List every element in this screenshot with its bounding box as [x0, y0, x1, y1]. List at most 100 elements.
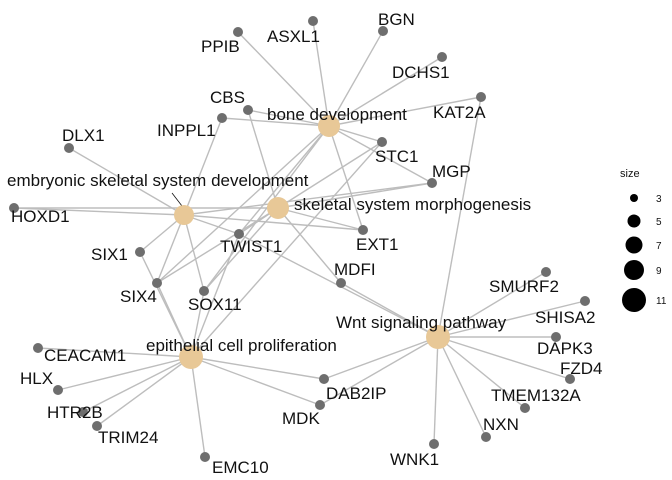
edge-wnt-kat2a — [437, 96, 482, 338]
edge-epi-stc1 — [190, 141, 383, 358]
legend-label-9: 9 — [656, 266, 662, 277]
edge-epi-mdk — [190, 356, 321, 406]
edge-emb-hoxd1 — [13, 207, 185, 216]
gene-label-stc1: STC1 — [375, 147, 418, 166]
category-node-skel[interactable] — [267, 197, 289, 219]
gene-label-cbs: CBS — [210, 88, 245, 107]
gene-node-mgp[interactable] — [427, 178, 437, 188]
edge-wnt-mdk — [319, 336, 439, 406]
edge-bone-mgp — [328, 125, 433, 184]
gene-label-sox11: SOX11 — [188, 295, 242, 314]
gene-node-twist1[interactable] — [234, 229, 244, 239]
edge-bone-ext1 — [328, 125, 364, 231]
gene-label-inppl1: INPPL1 — [157, 121, 216, 140]
legend-label-5: 5 — [656, 217, 662, 228]
edge-epi-htr2b — [82, 356, 192, 413]
category-node-epi[interactable] — [179, 345, 203, 369]
gene-node-smurf2[interactable] — [541, 267, 551, 277]
gene-node-dapk3[interactable] — [551, 332, 561, 342]
gene-node-sox11[interactable] — [199, 286, 209, 296]
edge-epi-six4 — [156, 282, 192, 358]
legend-label-7: 7 — [656, 241, 662, 252]
gene-node-ext1[interactable] — [358, 225, 368, 235]
gene-node-nxn[interactable] — [481, 432, 491, 442]
category-label-epi: epithelial cell proliferation — [146, 336, 337, 355]
gene-node-dlx1[interactable] — [64, 143, 74, 153]
edge-bone-asxl1 — [312, 20, 330, 127]
gene-label-trim24: TRIM24 — [98, 428, 158, 447]
category-node-wnt[interactable] — [426, 325, 450, 349]
edge-skel-mgp — [277, 182, 433, 209]
gene-label-shisa2: SHISA2 — [535, 308, 595, 327]
gene-label-htr2b: HTR2B — [47, 403, 103, 422]
gene-node-ppib[interactable] — [233, 27, 243, 37]
edge-bone-ppib — [237, 31, 330, 127]
edge-bone-dchs1 — [328, 56, 443, 127]
category-label-emb: embryonic skeletal system development — [7, 171, 309, 190]
gene-node-dab2ip[interactable] — [319, 374, 329, 384]
gene-node-fzd4[interactable] — [565, 374, 575, 384]
gene-node-ceacam1[interactable] — [33, 343, 43, 353]
category-label-bone: bone development — [267, 105, 407, 124]
edges-layer — [13, 20, 586, 458]
gene-node-bgn[interactable] — [378, 26, 388, 36]
gene-node-asxl1[interactable] — [308, 16, 318, 26]
gene-node-cbs[interactable] — [243, 105, 253, 115]
gene-node-six4[interactable] — [152, 278, 162, 288]
edge-emb-dlx1 — [68, 147, 185, 216]
edge-emb-mgp — [183, 182, 433, 216]
gene-label-mgp: MGP — [432, 162, 471, 181]
gene-label-six4: SIX4 — [120, 287, 157, 306]
gene-node-shisa2[interactable] — [580, 296, 590, 306]
edge-wnt-wnk1 — [433, 336, 439, 445]
gene-node-tmem132a[interactable] — [520, 403, 530, 413]
gene-node-dchs1[interactable] — [437, 52, 447, 62]
gene-node-trim24[interactable] — [92, 421, 102, 431]
edge-emb-six4 — [156, 214, 185, 284]
gene-node-htr2b[interactable] — [78, 407, 88, 417]
gene-label-mdfi: MDFI — [334, 260, 376, 279]
gene-node-hoxd1[interactable] — [9, 203, 19, 213]
legend-dot-7 — [625, 236, 643, 254]
gene-node-mdk[interactable] — [315, 400, 325, 410]
edge-bone-kat2a — [328, 96, 482, 127]
category-node-bone[interactable] — [318, 115, 340, 137]
category-node-emb[interactable] — [174, 205, 194, 225]
edge-epi-emc10 — [190, 356, 206, 458]
gene-node-hlx[interactable] — [53, 385, 63, 395]
edge-wnt-mdfi — [340, 282, 439, 338]
gene-label-hlx: HLX — [20, 369, 53, 388]
gene-node-emc10[interactable] — [200, 452, 210, 462]
edge-wnt-fzd4 — [437, 336, 571, 380]
edge-epi-ceacam1 — [37, 347, 192, 358]
edge-epi-twist1 — [190, 233, 240, 358]
edge-emb-sox11 — [183, 214, 205, 292]
gene-label-dchs1: DCHS1 — [392, 63, 450, 82]
edge-epi-hlx — [57, 356, 192, 391]
gene-label-six1: SIX1 — [91, 245, 128, 264]
edge-wnt-shisa2 — [437, 300, 586, 338]
gene-node-six1[interactable] — [135, 247, 145, 257]
legend-label-11: 11 — [656, 296, 667, 307]
gene-label-dapk3: DAPK3 — [537, 339, 593, 358]
edge-wnt-dab2ip — [323, 336, 439, 380]
gene-label-twist1: TWIST1 — [220, 237, 282, 256]
gene-label-smurf2: SMURF2 — [489, 277, 559, 296]
edge-skel-sox11 — [203, 207, 279, 292]
edge-skel-six4 — [156, 207, 279, 284]
gene-node-wnk1[interactable] — [429, 439, 439, 449]
edge-emb-ext1 — [183, 214, 364, 231]
edge-wnt-smurf2 — [437, 271, 547, 338]
edge-skel-stc1 — [277, 141, 383, 209]
legend-dot-5 — [627, 214, 641, 228]
edge-wnt-nxn — [437, 336, 487, 438]
gene-node-mdfi[interactable] — [336, 278, 346, 288]
gene-label-dab2ip: DAB2IP — [326, 384, 386, 403]
gene-node-inppl1[interactable] — [217, 113, 227, 123]
gene-node-stc1[interactable] — [377, 137, 387, 147]
edge-bone-six4 — [156, 125, 330, 284]
edge-skel-cbs — [247, 109, 279, 209]
legend-dot-9 — [624, 260, 644, 280]
gene-node-kat2a[interactable] — [476, 92, 486, 102]
